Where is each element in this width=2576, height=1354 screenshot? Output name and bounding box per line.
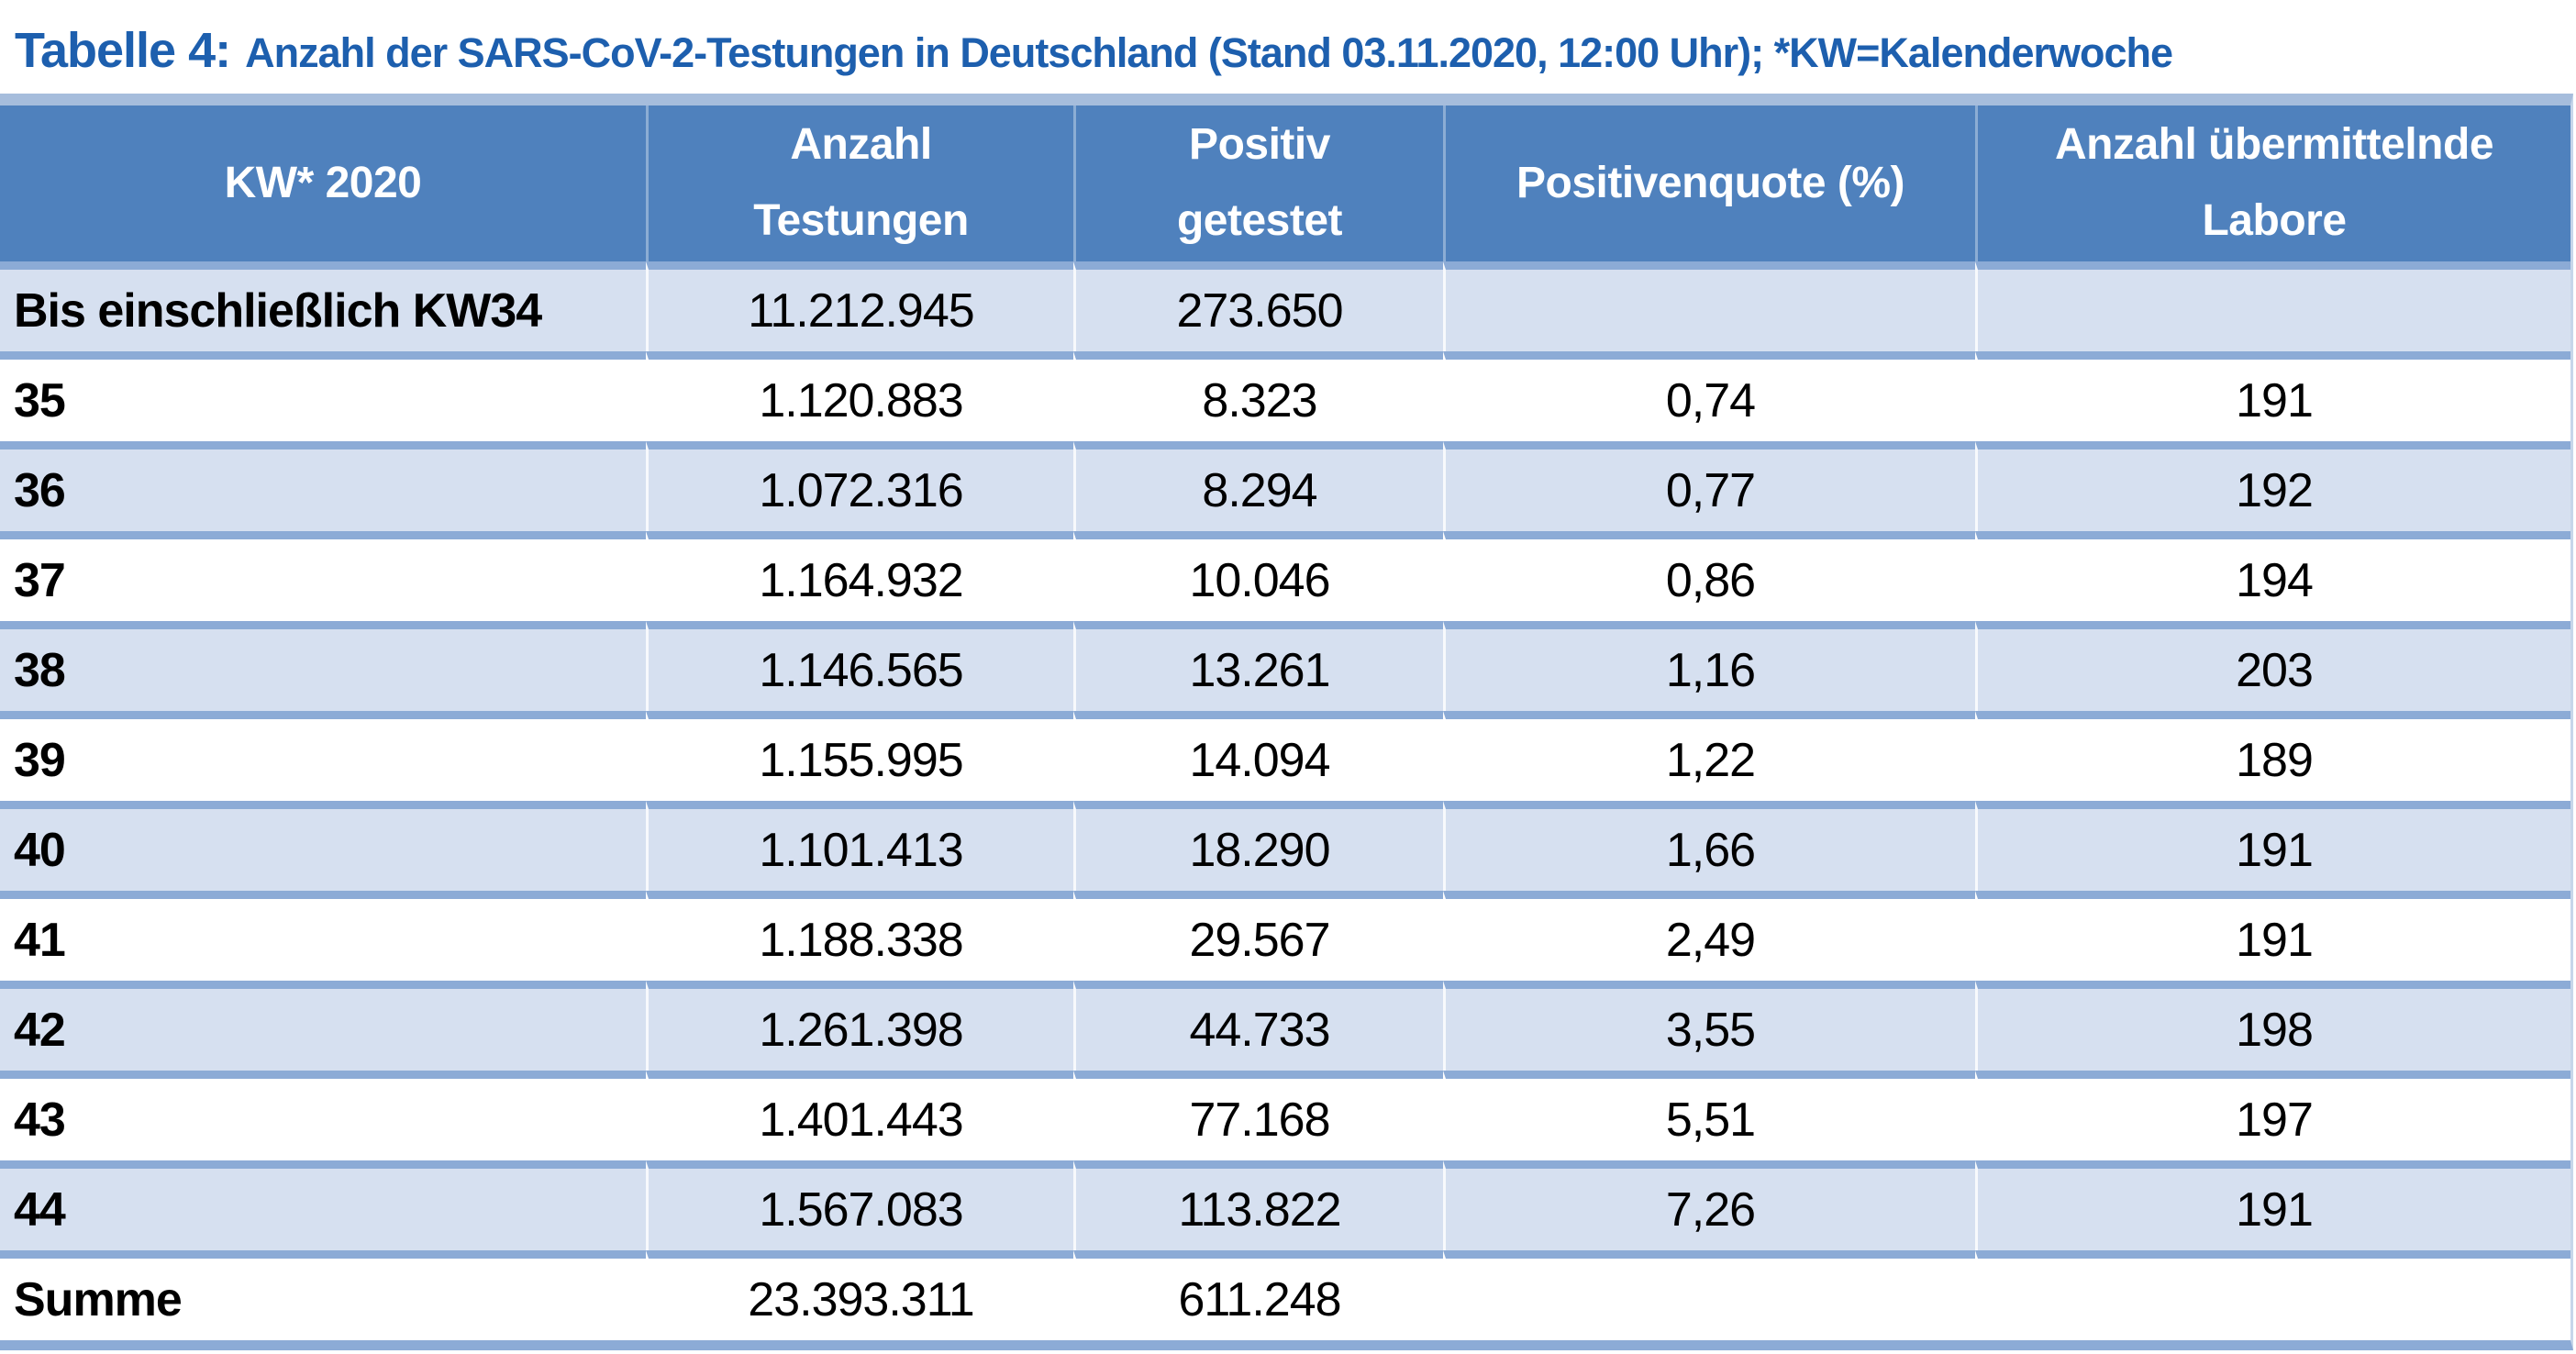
cell-testungen: 1.072.316: [646, 441, 1073, 531]
cell-kw: 37: [0, 531, 646, 621]
column-header-testungen: Anzahl Testungen: [646, 105, 1073, 261]
table-row: 39 1.155.995 14.094 1,22 189: [0, 711, 2570, 801]
cell-positiv: 77.168: [1073, 1071, 1443, 1160]
cell-quote: 7,26: [1443, 1160, 1975, 1250]
cell-testungen: 1.120.883: [646, 351, 1073, 441]
cell-kw: 40: [0, 801, 646, 891]
table-row: Bis einschließlich KW34 11.212.945 273.650: [0, 261, 2570, 351]
cell-quote: [1443, 261, 1975, 351]
table-row: Summe 23.393.311 611.248: [0, 1250, 2570, 1340]
header-row: KW* 2020 Anzahl Testungen Positiv getest…: [0, 105, 2570, 261]
cell-testungen: 1.101.413: [646, 801, 1073, 891]
table-row: 43 1.401.443 77.168 5,51 197: [0, 1071, 2570, 1160]
cell-quote: 0,77: [1443, 441, 1975, 531]
cell-positiv: 8.323: [1073, 351, 1443, 441]
cell-testungen: 1.146.565: [646, 621, 1073, 711]
cell-positiv: 273.650: [1073, 261, 1443, 351]
cell-labore: 203: [1975, 621, 2570, 711]
table-row: 44 1.567.083 113.822 7,26 191: [0, 1160, 2570, 1250]
column-header-positiv: Positiv getestet: [1073, 105, 1443, 261]
cell-labore: 191: [1975, 1160, 2570, 1250]
cell-positiv: 8.294: [1073, 441, 1443, 531]
cell-labore: 191: [1975, 351, 2570, 441]
cell-kw: Bis einschließlich KW34: [0, 261, 646, 351]
cell-testungen: 11.212.945: [646, 261, 1073, 351]
table-row: 35 1.120.883 8.323 0,74 191: [0, 351, 2570, 441]
cell-labore: 198: [1975, 981, 2570, 1071]
cell-testungen: 23.393.311: [646, 1250, 1073, 1340]
cell-positiv: 10.046: [1073, 531, 1443, 621]
column-header-labore: Anzahl übermittelnde Labore: [1975, 105, 2570, 261]
column-header-quote: Positivenquote (%): [1443, 105, 1975, 261]
cell-positiv: 611.248: [1073, 1250, 1443, 1340]
cell-positiv: 13.261: [1073, 621, 1443, 711]
cell-positiv: 44.733: [1073, 981, 1443, 1071]
table-caption-label: Tabelle 4:: [15, 23, 231, 78]
cell-labore: 191: [1975, 801, 2570, 891]
cell-labore: [1975, 1250, 2570, 1340]
column-header-kw: KW* 2020: [0, 105, 646, 261]
cell-testungen: 1.188.338: [646, 891, 1073, 981]
cell-kw: 39: [0, 711, 646, 801]
cell-testungen: 1.401.443: [646, 1071, 1073, 1160]
cell-kw: 41: [0, 891, 646, 981]
table-row: 37 1.164.932 10.046 0,86 194: [0, 531, 2570, 621]
table-row: 40 1.101.413 18.290 1,66 191: [0, 801, 2570, 891]
cell-quote: 3,55: [1443, 981, 1975, 1071]
cell-quote: 0,74: [1443, 351, 1975, 441]
cell-quote: 2,49: [1443, 891, 1975, 981]
cell-kw: 44: [0, 1160, 646, 1250]
cell-quote: 5,51: [1443, 1071, 1975, 1160]
cell-quote: 0,86: [1443, 531, 1975, 621]
cell-kw: 36: [0, 441, 646, 531]
cell-labore: 191: [1975, 891, 2570, 981]
cell-labore: 192: [1975, 441, 2570, 531]
table-row: 41 1.188.338 29.567 2,49 191: [0, 891, 2570, 981]
table-row: 38 1.146.565 13.261 1,16 203: [0, 621, 2570, 711]
cell-testungen: 1.567.083: [646, 1160, 1073, 1250]
testing-table: KW* 2020 Anzahl Testungen Positiv getest…: [0, 94, 2573, 1350]
cell-positiv: 113.822: [1073, 1160, 1443, 1250]
cell-positiv: 14.094: [1073, 711, 1443, 801]
cell-positiv: 18.290: [1073, 801, 1443, 891]
cell-labore: 194: [1975, 531, 2570, 621]
table-body: Bis einschließlich KW34 11.212.945 273.650…: [0, 261, 2570, 1340]
table-caption: Tabelle 4: Anzahl der SARS-CoV-2-Testung…: [0, 0, 2576, 94]
table-caption-text: Anzahl der SARS-CoV-2-Testungen in Deuts…: [245, 29, 2173, 76]
cell-testungen: 1.261.398: [646, 981, 1073, 1071]
cell-testungen: 1.164.932: [646, 531, 1073, 621]
cell-positiv: 29.567: [1073, 891, 1443, 981]
cell-kw: 38: [0, 621, 646, 711]
table-row: 42 1.261.398 44.733 3,55 198: [0, 981, 2570, 1071]
cell-kw: Summe: [0, 1250, 646, 1340]
cell-quote: 1,66: [1443, 801, 1975, 891]
cell-labore: 197: [1975, 1071, 2570, 1160]
cell-kw: 43: [0, 1071, 646, 1160]
cell-labore: [1975, 261, 2570, 351]
cell-kw: 35: [0, 351, 646, 441]
table-header: KW* 2020 Anzahl Testungen Positiv getest…: [0, 105, 2570, 261]
table-row: 36 1.072.316 8.294 0,77 192: [0, 441, 2570, 531]
cell-kw: 42: [0, 981, 646, 1071]
cell-labore: 189: [1975, 711, 2570, 801]
cell-testungen: 1.155.995: [646, 711, 1073, 801]
cell-quote: 1,22: [1443, 711, 1975, 801]
cell-quote: 1,16: [1443, 621, 1975, 711]
cell-quote: [1443, 1250, 1975, 1340]
